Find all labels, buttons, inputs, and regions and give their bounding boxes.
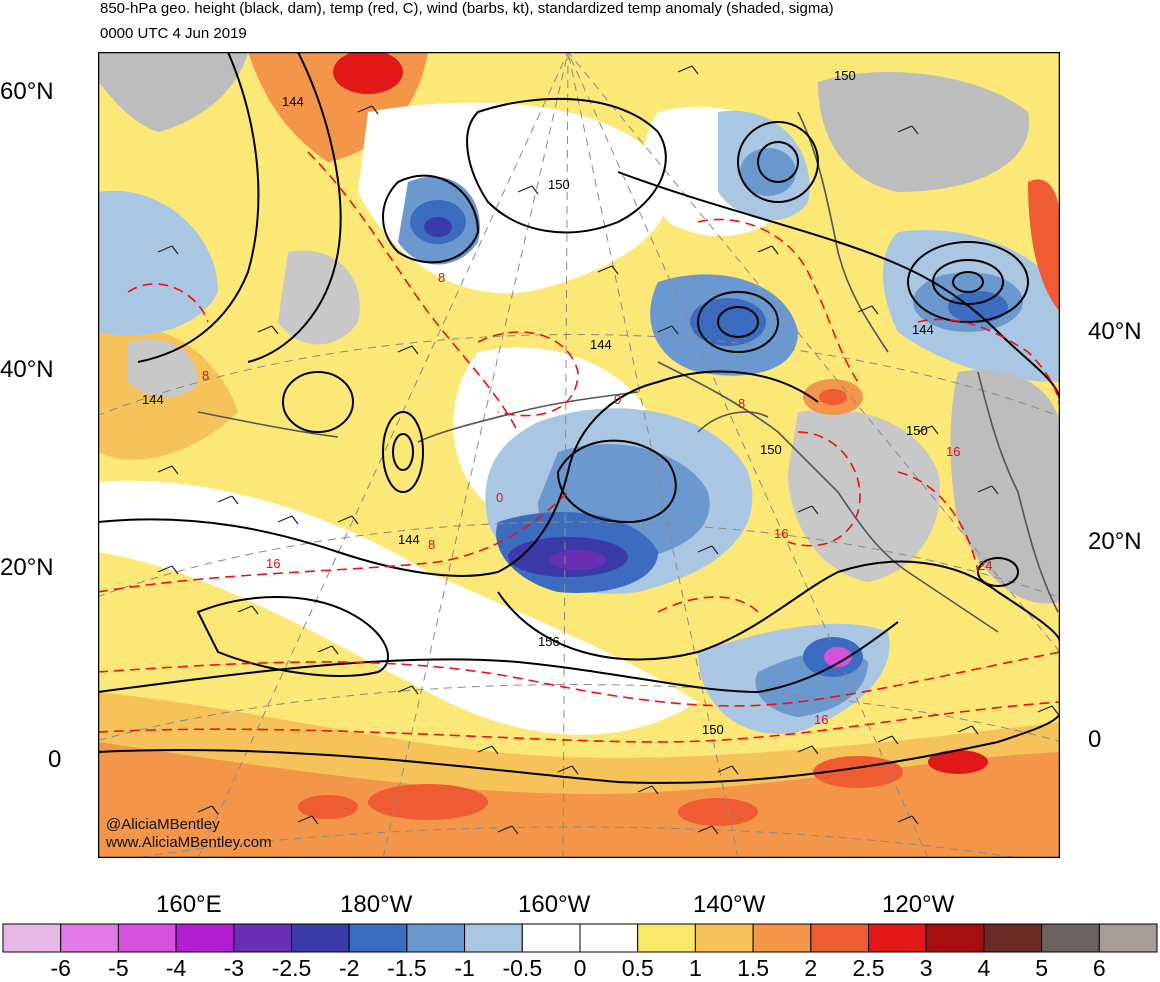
colorbar-swatch — [175, 923, 235, 953]
colorbar-swatch — [2, 923, 62, 953]
height-label: 150 — [906, 423, 928, 438]
colorbar-swatch — [925, 923, 985, 953]
lat-label-left: 20°N — [0, 554, 54, 581]
temp-label: 8 — [202, 368, 209, 383]
height-label: 144 — [398, 532, 420, 547]
temp-label: 0 — [614, 392, 621, 407]
temp-label: 16 — [774, 526, 788, 541]
height-label: 150 — [702, 722, 724, 737]
colorbar-swatch — [521, 923, 581, 953]
lon-label: 140°W — [693, 891, 766, 918]
colorbar-tick-label: 6 — [1092, 955, 1106, 981]
colorbar-tick-label: 1 — [688, 955, 702, 981]
valid-time: 0000 UTC 4 Jun 2019 — [100, 25, 247, 42]
colorbar-tick-label: 2 — [804, 955, 818, 981]
height-label: 144 — [912, 322, 934, 337]
colorbar — [2, 923, 1158, 953]
lat-label-right: 20°N — [1088, 528, 1142, 555]
lat-label-left: 40°N — [0, 356, 54, 383]
map-frame — [98, 52, 1060, 858]
lon-label: 160°W — [518, 891, 591, 918]
temp-label: 16 — [814, 712, 828, 727]
height-label: 144 — [590, 337, 612, 352]
coastlines — [197, 111, 1059, 633]
credit-handle: @AliciaMBentley — [106, 816, 220, 833]
colorbar-swatch — [117, 923, 177, 953]
lat-label-left: 0 — [48, 746, 62, 773]
height-label: 150 — [834, 68, 856, 83]
colorbar-tick-label: -1.5 — [387, 955, 427, 981]
colorbar-tick-label: -4 — [165, 955, 187, 981]
map-title: 850-hPa geo. height (black, dam), temp (… — [100, 0, 834, 17]
height-contour-labels: 144 150 144 144 144 150 144 150 156 150 … — [142, 68, 934, 737]
lon-label: 160°E — [156, 891, 222, 918]
temp-label: 8 — [438, 270, 445, 285]
colorbar-swatch — [752, 923, 812, 953]
temp-label: 8 — [428, 537, 435, 552]
colorbar-tick-label: -1 — [454, 955, 475, 981]
colorbar-tick-label: -2 — [338, 955, 360, 981]
lat-lon-grid — [98, 52, 1060, 858]
credit-site: www.AliciaMBentley.com — [106, 834, 272, 851]
lon-label: 180°W — [340, 891, 413, 918]
colorbar-tick-label: 5 — [1035, 955, 1048, 981]
colorbar-swatch — [291, 923, 350, 953]
colorbar-tick-label: 3 — [919, 955, 933, 981]
height-label: 150 — [760, 442, 782, 457]
temp-label: 8 — [738, 396, 745, 411]
height-label: 144 — [282, 94, 304, 109]
lat-label-right: 40°N — [1088, 318, 1142, 345]
colorbar-swatch — [233, 923, 293, 953]
temp-label: 16 — [946, 444, 960, 459]
lat-label-left: 60°N — [0, 78, 54, 105]
height-label: 156 — [538, 634, 560, 649]
colorbar-swatch — [1041, 923, 1100, 953]
temp-label: 0 — [496, 490, 503, 505]
colorbar-swatch — [868, 923, 927, 953]
colorbar-swatch — [694, 923, 754, 953]
colorbar-tick-label: -2.5 — [271, 955, 312, 981]
colorbar-swatch — [348, 923, 408, 953]
colorbar-swatch — [579, 923, 639, 953]
colorbar-swatch — [637, 923, 696, 953]
colorbar-swatch — [1098, 923, 1158, 953]
lon-label: 120°W — [882, 891, 955, 918]
wind-barbs — [157, 65, 1059, 835]
colorbar-tick-label: -6 — [50, 955, 71, 981]
colorbar-tick-label: -3 — [223, 955, 245, 981]
colorbar-tick-label: 1.5 — [737, 955, 770, 981]
temp-contour-labels: 8 8 0 0 8 16 16 16 16 24 8 — [202, 270, 992, 727]
colorbar-swatch — [983, 923, 1043, 953]
colorbar-swatch — [406, 923, 466, 953]
temp-label: 16 — [266, 556, 280, 571]
height-label: 144 — [142, 392, 164, 407]
colorbar-tick-label: 0.5 — [621, 955, 654, 981]
height-label: 150 — [548, 177, 570, 192]
colorbar-tick-label: -5 — [108, 955, 129, 981]
colorbar-tick-label: 2.5 — [852, 955, 885, 981]
colorbar-tick-label: 0 — [573, 955, 587, 981]
height-contours — [98, 52, 1060, 784]
colorbar-swatch — [810, 923, 869, 953]
temp-label: 24 — [978, 558, 992, 573]
temperature-contours — [98, 151, 1060, 743]
colorbar-tick-label: -0.5 — [502, 955, 543, 981]
colorbar-swatch — [464, 923, 523, 953]
colorbar-tick-label: 4 — [977, 955, 991, 981]
lat-label-right: 0 — [1088, 726, 1102, 753]
colorbar-swatch — [60, 923, 119, 953]
anomaly-shading — [98, 52, 1060, 858]
weather-map: 144 150 144 144 144 150 144 150 156 150 … — [98, 52, 1060, 858]
